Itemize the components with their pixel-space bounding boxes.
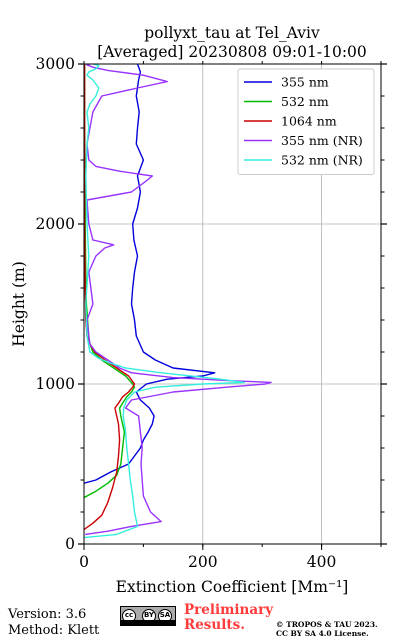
series-line-1 — [84, 64, 216, 484]
chart-subtitle: [Averaged] 20230808 09:01-10:00 — [97, 43, 367, 61]
legend-label: 532 nm — [281, 94, 329, 109]
x-tick-label: 400 — [307, 553, 337, 571]
plot-frame — [83, 63, 382, 545]
series-line-2 — [84, 64, 136, 499]
preliminary-label-line1: Preliminary — [184, 602, 274, 618]
legend-box — [237, 68, 375, 175]
copyright-line1: © TROPOS & TAU 2023. — [276, 620, 378, 629]
legend: 355 nm 532 nm 1064 nm 355 nm (NR) 532 nm (NR… — [237, 68, 375, 175]
x-axis-label: Extinction Coefficient [Mm⁻¹] — [116, 578, 349, 596]
legend-label: 355 nm (NR) — [281, 133, 363, 148]
y-tick-label: 3000 — [36, 55, 75, 73]
series-line-5 — [84, 64, 246, 539]
version-text: Version: 3.6 — [8, 607, 87, 622]
cc-badge-bar — [121, 620, 175, 625]
y-axis-label: Height (m) — [10, 261, 28, 347]
legend-label: 355 nm — [281, 75, 329, 90]
method-text: Method: Klett — [8, 623, 100, 638]
copyright-line2: CC BY SA 4.0 License. — [276, 629, 369, 638]
x-tick-label: 0 — [79, 553, 89, 571]
y-tick-label: 0 — [65, 535, 75, 553]
chart-title: pollyxt_tau at Tel_Aviv — [144, 24, 320, 42]
preliminary-label-line2: Results. — [184, 617, 245, 633]
y-tick-label: 1000 — [36, 375, 75, 393]
legend-label: 1064 nm — [281, 114, 337, 129]
cc-license-badge: cc BY SA — [120, 606, 176, 626]
y-tick-label: 2000 — [36, 215, 75, 233]
x-tick-label: 200 — [188, 553, 218, 571]
legend-label: 532 nm (NR) — [281, 153, 363, 168]
data-series — [84, 64, 272, 539]
